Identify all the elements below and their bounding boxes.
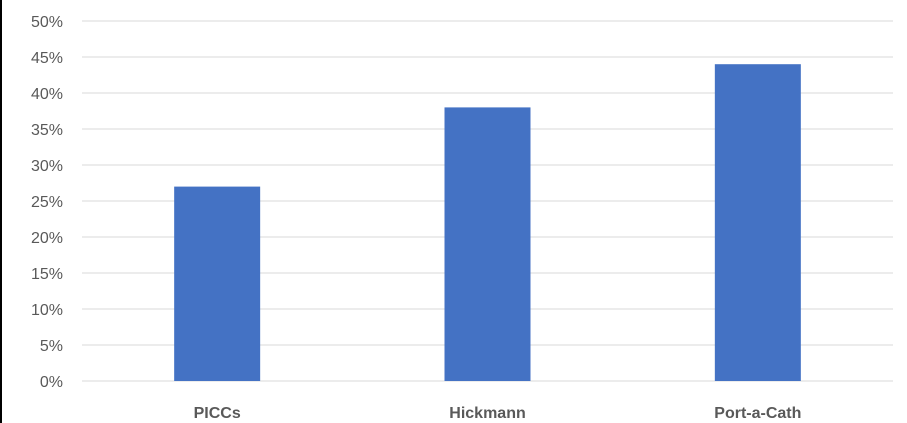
bar-port-a-cath [714, 64, 801, 381]
y-tick-label: 5% [40, 338, 63, 355]
y-tick-label: 40% [31, 86, 63, 103]
x-tick-label: Port-a-Cath [714, 405, 801, 422]
x-tick-label: Hickmann [449, 405, 525, 422]
bar-piccs [174, 186, 261, 381]
x-axis-tick-labels: PICCs Hickmann Port-a-Cath [194, 405, 802, 422]
x-tick-label: PICCs [194, 405, 241, 422]
chart-border-left [0, 0, 2, 423]
y-tick-label: 30% [31, 158, 63, 175]
bar-hickmann [444, 107, 531, 382]
y-tick-label: 45% [31, 50, 63, 67]
y-tick-label: 10% [31, 302, 63, 319]
y-tick-label: 0% [40, 374, 63, 391]
y-tick-label: 15% [31, 266, 63, 283]
y-axis-tick-labels: 0% 5% 10% 15% 20% 25% 30% 35% 40% 45% 50% [31, 14, 63, 391]
y-tick-label: 20% [31, 230, 63, 247]
bar-series [174, 64, 801, 382]
y-tick-label: 35% [31, 122, 63, 139]
y-tick-label: 50% [31, 14, 63, 31]
y-tick-label: 25% [31, 194, 63, 211]
